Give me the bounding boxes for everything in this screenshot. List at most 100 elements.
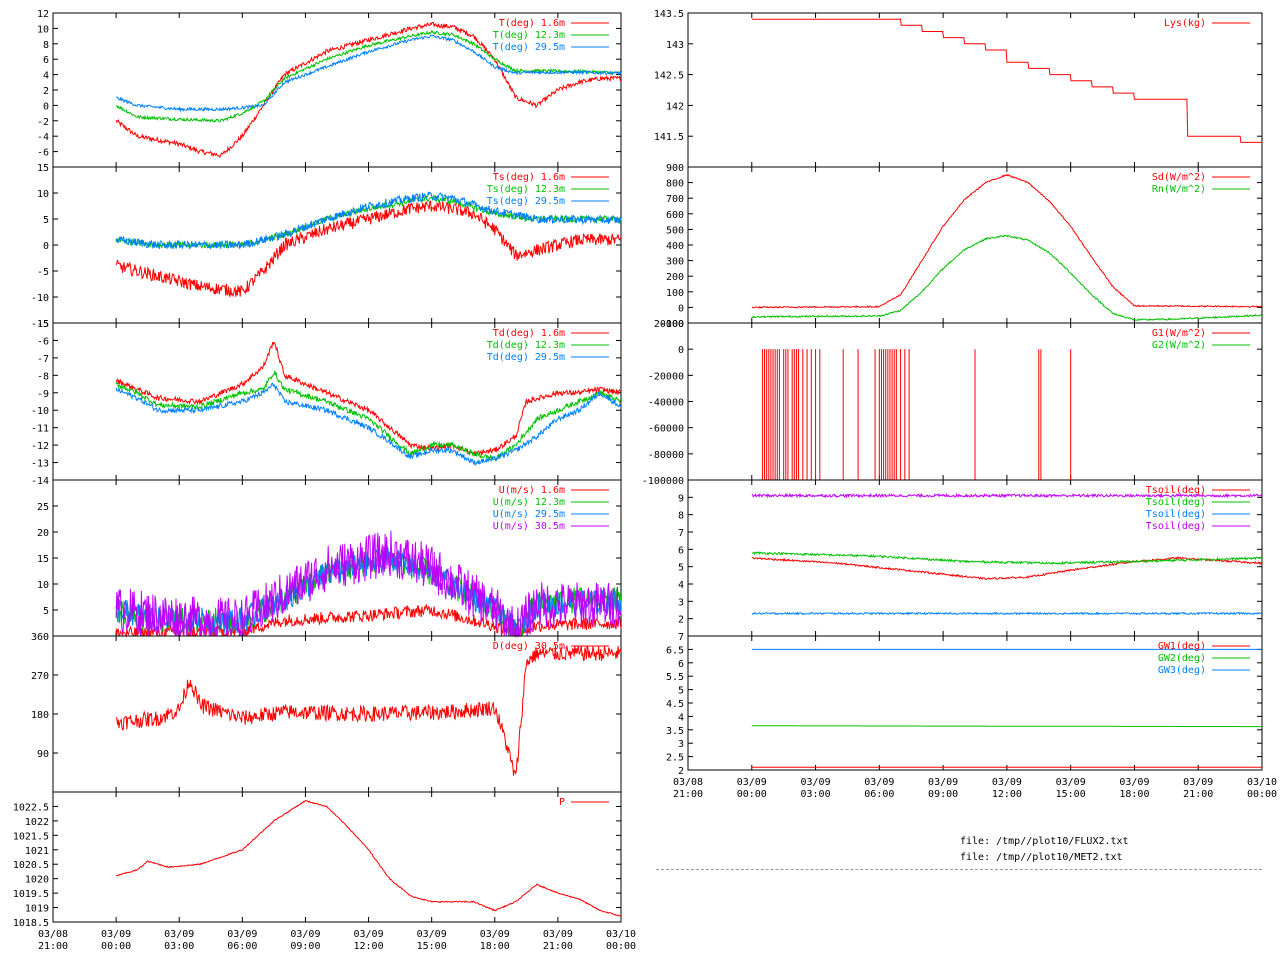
x-tick-label-time: 12:00 bbox=[354, 941, 384, 952]
y-tick-label: 1020 bbox=[25, 875, 49, 886]
legend-label: T(deg) 12.3m bbox=[493, 30, 565, 41]
y-tick-label: 143.5 bbox=[654, 9, 684, 20]
y-tick-label: -9 bbox=[37, 389, 49, 400]
data-series-line bbox=[115, 382, 622, 466]
x-tick-label-date: 03/09 bbox=[480, 929, 510, 940]
x-tick-label-time: 00:00 bbox=[606, 941, 636, 952]
y-tick-label: 15 bbox=[37, 163, 49, 174]
y-tick-label: 6 bbox=[678, 545, 684, 556]
x-tick-label-time: 00:00 bbox=[101, 941, 131, 952]
data-series-line bbox=[115, 34, 622, 113]
legend-label: U(m/s) 29.5m bbox=[493, 509, 565, 520]
y-tick-label: 25 bbox=[37, 502, 49, 513]
legend-label: G2(W/m^2) bbox=[1152, 340, 1206, 351]
data-series-line bbox=[115, 799, 622, 917]
y-tick-label: -11 bbox=[31, 424, 49, 435]
y-tick-label: 2 bbox=[678, 615, 684, 626]
x-tick-label-date: 03/09 bbox=[864, 777, 894, 788]
legend-label: G1(W/m^2) bbox=[1152, 328, 1206, 339]
y-tick-label: 8 bbox=[678, 511, 684, 522]
y-tick-label: 5 bbox=[43, 215, 49, 226]
data-series-line bbox=[751, 173, 1262, 309]
x-tick-label-date: 03/09 bbox=[227, 929, 257, 940]
legend-label: GW3(deg) bbox=[1158, 665, 1206, 676]
separator bbox=[656, 869, 1262, 870]
y-tick-label: 1019 bbox=[25, 904, 49, 915]
x-tick-label-time: 21:00 bbox=[673, 789, 703, 800]
y-tick-label: 0 bbox=[43, 101, 49, 112]
y-tick-label: 3.5 bbox=[666, 726, 684, 737]
x-tick-label-date: 03/09 bbox=[101, 929, 131, 940]
y-tick-label: 6.5 bbox=[666, 645, 684, 656]
x-tick-label-time: 09:00 bbox=[290, 941, 320, 952]
y-tick-label: 700 bbox=[666, 194, 684, 205]
y-tick-label: 8 bbox=[43, 40, 49, 51]
legend-label: U(m/s) 12.3m bbox=[493, 497, 565, 508]
legend-label: D(deg) 30.5m bbox=[493, 641, 565, 652]
data-series-line bbox=[115, 29, 622, 123]
legend-label: GW2(deg) bbox=[1158, 653, 1206, 664]
panel-frame-Lys bbox=[687, 12, 1263, 168]
data-series-line bbox=[751, 611, 1263, 616]
legend-label: Sd(W/m^2) bbox=[1152, 172, 1206, 183]
data-series-line bbox=[115, 21, 622, 159]
legend-label: T(deg) 29.5m bbox=[493, 42, 565, 53]
y-tick-label: 15 bbox=[37, 554, 49, 565]
y-tick-label: -100000 bbox=[642, 476, 684, 487]
y-tick-label: 142 bbox=[666, 101, 684, 112]
data-series-line bbox=[751, 234, 1263, 321]
y-tick-label: 360 bbox=[31, 632, 49, 643]
x-tick-label-time: 06:00 bbox=[864, 789, 894, 800]
data-series-line bbox=[115, 530, 622, 638]
x-tick-label-time: 00:00 bbox=[1247, 789, 1277, 800]
x-tick-label-time: 15:00 bbox=[1056, 789, 1086, 800]
x-tick-label-date: 03/09 bbox=[543, 929, 573, 940]
y-tick-label: 7 bbox=[678, 632, 684, 643]
y-tick-label: 20 bbox=[37, 528, 49, 539]
data-series-line bbox=[115, 370, 622, 462]
y-tick-label: -15 bbox=[31, 319, 49, 330]
data-series-line bbox=[115, 341, 622, 456]
y-tick-label: 141.5 bbox=[654, 132, 684, 143]
y-tick-label: 2 bbox=[678, 766, 684, 777]
x-tick-label-date: 03/09 bbox=[992, 777, 1022, 788]
file-list: file: /tmp//plot10/FLUX2.txt file: /tmp/… bbox=[960, 834, 1129, 866]
y-tick-label: -100 bbox=[660, 319, 684, 330]
x-tick-label-time: 09:00 bbox=[928, 789, 958, 800]
y-tick-label: 10 bbox=[37, 580, 49, 591]
data-series-line bbox=[115, 199, 622, 298]
data-series-line bbox=[115, 191, 622, 250]
y-tick-label: -2 bbox=[37, 117, 49, 128]
y-tick-label: -7 bbox=[37, 354, 49, 365]
y-tick-label: 4 bbox=[43, 71, 49, 82]
y-tick-label: 90 bbox=[37, 749, 49, 760]
data-series-line bbox=[115, 644, 622, 776]
y-tick-label: -14 bbox=[31, 476, 49, 487]
x-tick-label-time: 18:00 bbox=[480, 941, 510, 952]
y-tick-label: -8 bbox=[37, 371, 49, 382]
x-tick-label-date: 03/08 bbox=[673, 777, 703, 788]
y-tick-label: 4.5 bbox=[666, 699, 684, 710]
legend-label: Tsoil(deg) bbox=[1146, 521, 1206, 532]
x-tick-label-time: 12:00 bbox=[992, 789, 1022, 800]
legend-label: U(m/s) 1.6m bbox=[499, 485, 565, 496]
file-line: file: /tmp//plot10/FLUX2.txt bbox=[960, 836, 1129, 847]
legend-label: Tsoil(deg) bbox=[1146, 485, 1206, 496]
x-tick-label-time: 00:00 bbox=[737, 789, 767, 800]
data-series-line bbox=[751, 492, 1263, 499]
y-tick-label: -6 bbox=[37, 148, 49, 159]
y-tick-label: 1022.5 bbox=[13, 802, 49, 813]
x-tick-label-date: 03/09 bbox=[164, 929, 194, 940]
legend-label: GW1(deg) bbox=[1158, 641, 1206, 652]
x-tick-label-date: 03/08 bbox=[38, 929, 68, 940]
x-tick-label-time: 21:00 bbox=[543, 941, 573, 952]
y-tick-label: 1021.5 bbox=[13, 831, 49, 842]
legend-label: T(deg) 1.6m bbox=[499, 18, 565, 29]
x-tick-label-time: 21:00 bbox=[1183, 789, 1213, 800]
data-series-line bbox=[751, 551, 1263, 566]
y-tick-label: 5 bbox=[678, 563, 684, 574]
y-tick-label: 100 bbox=[666, 288, 684, 299]
y-tick-label: 500 bbox=[666, 225, 684, 236]
legend-label: Rn(W/m^2) bbox=[1152, 184, 1206, 195]
legend-label: Lys(kg) bbox=[1164, 18, 1206, 29]
